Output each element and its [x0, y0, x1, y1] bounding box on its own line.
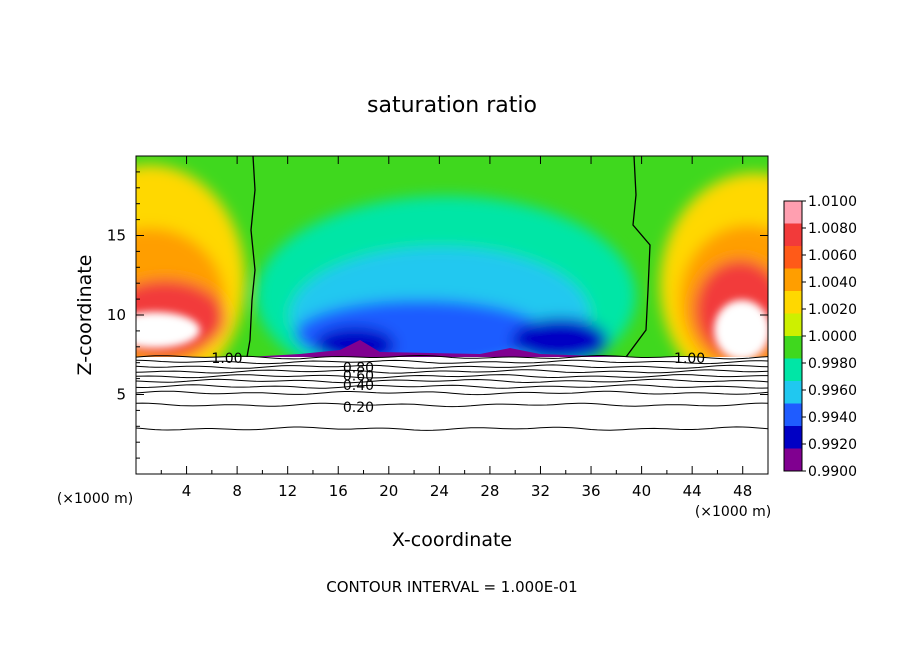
- colorbar-label: 1.0040: [808, 275, 857, 291]
- colorbar-swatch: [784, 313, 802, 337]
- contour-labels: 1.00 0.800.600.40 0.20 1.00: [211, 351, 705, 416]
- colorbar-label: 0.9940: [808, 410, 857, 426]
- colorbar-label: 1.0000: [808, 329, 857, 345]
- x-tick-label: 44: [683, 482, 702, 500]
- colorbar-label: 1.0100: [808, 194, 857, 210]
- colorbar-swatch: [784, 336, 802, 359]
- colorbar-swatch: [784, 448, 802, 472]
- colorbar-swatch: [784, 291, 802, 314]
- colorbar-label: 0.9980: [808, 356, 857, 372]
- x-tick-label: 4: [182, 482, 192, 500]
- x-unit-left: (×1000 m): [57, 491, 133, 507]
- x-tick-label: 8: [232, 482, 242, 500]
- y-axis-label: Z-coordinate: [74, 255, 96, 376]
- y-axis-ticks: 5 10 15: [107, 171, 768, 459]
- field-right-supersat: [714, 300, 768, 357]
- contour-line: [136, 354, 768, 360]
- colorbar-swatch: [784, 381, 802, 404]
- colorbar-label: 1.0020: [808, 302, 857, 318]
- x-axis-ticks: 4 8 12 16 20 24 28 32 36 40 44 48: [160, 156, 752, 500]
- colorbar-label: 0.9920: [808, 437, 857, 453]
- colorbar-label: 0.9900: [808, 464, 857, 480]
- x-tick-label: 12: [278, 482, 297, 500]
- x-unit-right: (×1000 m): [695, 504, 771, 520]
- colorbar-swatch: [784, 223, 802, 247]
- field-left-supersat: [136, 312, 200, 348]
- contour-line: [136, 369, 768, 374]
- contour-line: [136, 378, 768, 384]
- saturation-field: [136, 156, 768, 474]
- contour-line: [136, 374, 768, 379]
- contour-line: [136, 384, 768, 389]
- y-tick-label: 15: [107, 227, 126, 245]
- contour-label: 1.00: [674, 351, 705, 367]
- colorbar-swatch: [784, 268, 802, 292]
- colorbar-swatch: [784, 403, 802, 427]
- cloud-boundary-contour-right: [625, 156, 651, 357]
- y-tick-label: 10: [107, 306, 126, 324]
- contour-label: 0.40: [343, 378, 374, 394]
- x-tick-label: 48: [733, 482, 752, 500]
- colorbar-swatch: [784, 246, 802, 269]
- colorbar-swatch: [784, 426, 802, 449]
- contour-line: [136, 390, 768, 396]
- contour-line: [136, 426, 768, 431]
- contour-lines: [136, 354, 768, 431]
- x-tick-label: 40: [632, 482, 651, 500]
- contour-label: 1.00: [211, 351, 242, 367]
- x-tick-label: 20: [379, 482, 398, 500]
- contour-label: 0.60: [343, 368, 374, 384]
- x-tick-label: 16: [329, 482, 348, 500]
- contour-line: [136, 364, 768, 369]
- colorbar-label: 1.0080: [808, 221, 857, 237]
- y-tick-label: 5: [116, 386, 126, 404]
- cloud-boundary-contour-left: [246, 156, 256, 357]
- colorbar: 1.0100 1.0080 1.0060 1.0040 1.0020 1.0000 0.99…: [783, 194, 857, 480]
- colorbar-label: 1.0060: [808, 248, 857, 264]
- x-tick-label: 36: [581, 482, 600, 500]
- field-core-darkblue-right: [512, 318, 608, 357]
- contour-interval-footer: CONTOUR INTERVAL = 1.000E-01: [326, 578, 577, 596]
- contour-label: 0.20: [343, 400, 374, 416]
- colorbar-swatch: [784, 201, 802, 224]
- x-tick-label: 28: [480, 482, 499, 500]
- colorbar-label: 0.9960: [808, 383, 857, 399]
- contour-label: 0.80: [343, 360, 374, 376]
- x-tick-label: 24: [430, 482, 449, 500]
- colorbar-swatch: [784, 358, 802, 382]
- x-tick-label: 32: [531, 482, 550, 500]
- chart-title: saturation ratio: [367, 93, 537, 118]
- contour-line: [136, 402, 768, 408]
- cloud-base-purple-band: [248, 340, 626, 357]
- x-axis-label: X-coordinate: [392, 529, 512, 551]
- contour-line: [136, 359, 768, 365]
